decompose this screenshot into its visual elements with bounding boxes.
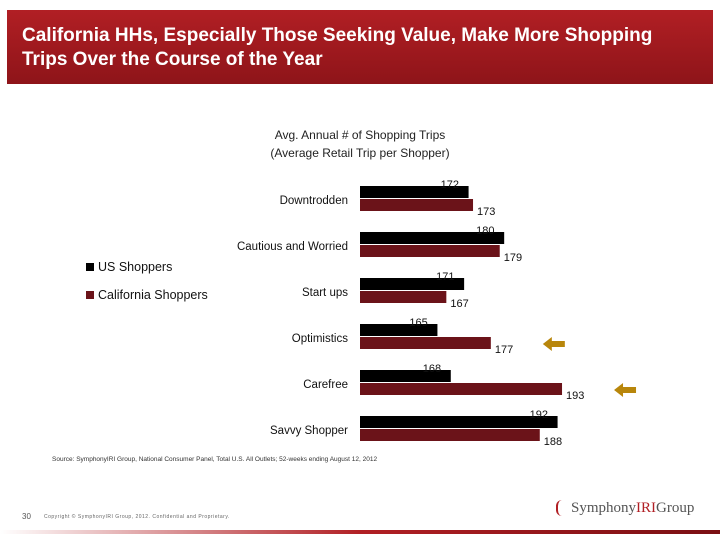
legend-swatch-california xyxy=(86,291,94,299)
data-label-optimistics-california: 177 xyxy=(495,344,513,356)
data-label-start-ups-california: 167 xyxy=(450,298,468,310)
category-label-optimistics: Optimistics xyxy=(292,333,348,345)
bar-cautious-and-worried-us xyxy=(360,232,505,244)
highlight-arrow-icon xyxy=(614,383,637,397)
page-number: 30 xyxy=(22,512,31,521)
symphonyiri-logo: SymphonyIRIGroup xyxy=(556,494,706,522)
data-label-downtrodden-california: 173 xyxy=(477,206,495,218)
legend-item-us: US Shoppers xyxy=(86,260,172,274)
category-label-cautious-and-worried: Cautious and Worried xyxy=(237,241,348,253)
data-label-cautious-and-worried-california: 179 xyxy=(504,252,522,264)
bar-savvy-shopper-california xyxy=(360,429,540,441)
highlight-arrow-icon xyxy=(542,337,565,351)
data-label-cautious-and-worried-us: 180 xyxy=(476,225,494,237)
legend-label-us: US Shoppers xyxy=(98,260,173,274)
bar-cautious-and-worried-california xyxy=(360,245,500,257)
chart-title-line-2: (Average Retail Trip per Shopper) xyxy=(270,146,450,160)
data-label-optimistics-us: 165 xyxy=(409,317,427,329)
bar-carefree-us xyxy=(360,370,451,382)
bar-optimistics-us xyxy=(360,324,438,336)
data-label-downtrodden-us: 172 xyxy=(441,179,459,191)
bar-downtrodden-us xyxy=(360,186,469,198)
chart-title-line-1: Avg. Annual # of Shopping Trips xyxy=(274,128,446,142)
bar-carefree-california xyxy=(360,383,563,395)
copyright-text: Copyright © SymphonyIRI Group, 2012. Con… xyxy=(44,514,230,520)
data-label-savvy-shopper-california: 188 xyxy=(544,436,562,448)
source-note: Source: SymphonyIRI Group, National Cons… xyxy=(52,456,378,463)
legend-item-california: California Shoppers xyxy=(86,288,208,302)
data-label-savvy-shopper-us: 192 xyxy=(530,409,548,421)
bar-start-ups-california xyxy=(360,291,447,303)
logo-text: SymphonyIRIGroup xyxy=(571,499,695,516)
category-label-start-ups: Start ups xyxy=(302,287,348,299)
chart-title: Avg. Annual # of Shopping Trips (Average… xyxy=(200,126,520,162)
legend-label-california: California Shoppers xyxy=(98,288,208,302)
header-bar xyxy=(7,10,713,84)
category-label-savvy-shopper: Savvy Shopper xyxy=(270,425,348,437)
bar-start-ups-us xyxy=(360,278,465,290)
data-label-carefree-us: 168 xyxy=(423,363,441,375)
bar-savvy-shopper-us xyxy=(360,416,558,428)
bar-optimistics-california xyxy=(360,337,491,349)
category-label-downtrodden: Downtrodden xyxy=(280,195,348,207)
bar-downtrodden-california xyxy=(360,199,474,211)
legend-swatch-us xyxy=(86,263,94,271)
slide-title: California HHs, Especially Those Seeking… xyxy=(22,25,653,70)
data-label-carefree-california: 193 xyxy=(566,390,584,402)
logo-mark-icon xyxy=(556,500,568,516)
footer-line xyxy=(0,530,720,534)
data-label-start-ups-us: 171 xyxy=(436,271,454,283)
category-label-carefree: Carefree xyxy=(303,379,348,391)
